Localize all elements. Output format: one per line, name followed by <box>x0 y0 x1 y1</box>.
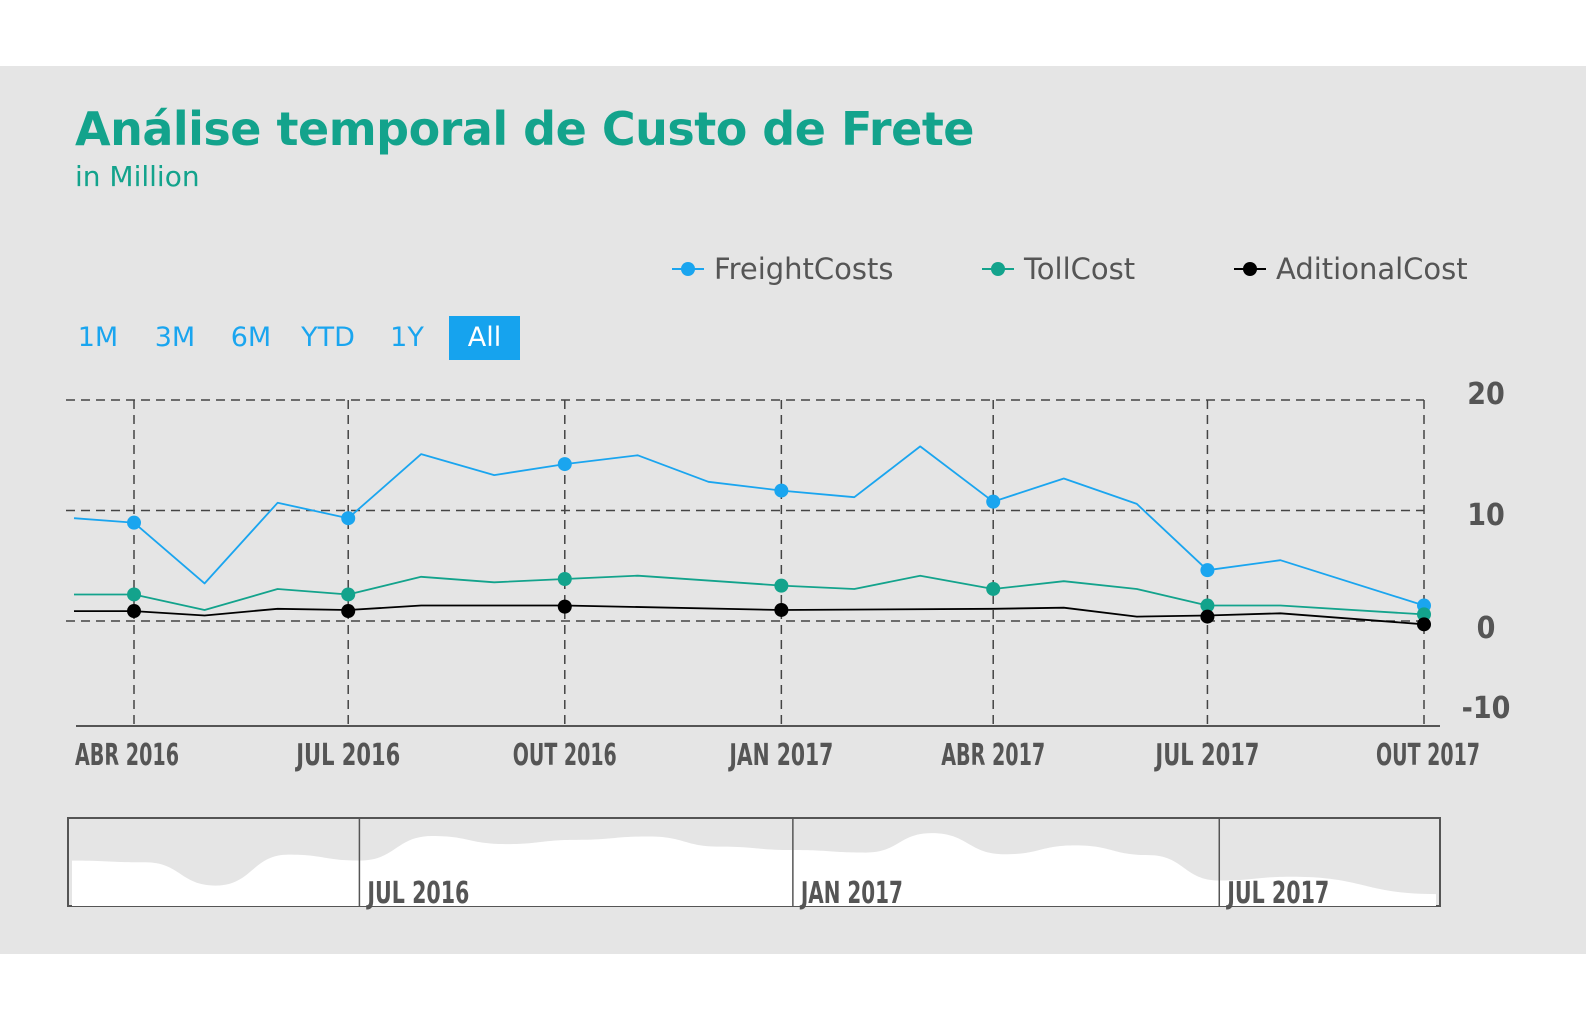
range-button-ytd[interactable]: YTD <box>301 322 355 353</box>
data-point-tollcost <box>341 587 356 602</box>
data-point-tollcost <box>1417 607 1431 622</box>
data-point-freightcosts <box>557 457 572 472</box>
chart-title: Análise temporal de Custo de Frete <box>75 102 975 156</box>
data-point-tollcost <box>557 572 572 587</box>
legend-marker-icon <box>982 262 1014 276</box>
range-button-1m[interactable]: 1M <box>77 322 119 353</box>
data-point-freightcosts <box>127 515 141 530</box>
legend-item-aditionalcost[interactable]: AditionalCost <box>1234 248 1468 290</box>
range-button-3m[interactable]: 3M <box>154 322 196 353</box>
legend-marker-icon <box>1234 262 1266 276</box>
navigator: JUL 2016 JAN 2017 JUL 2017 <box>67 817 1441 911</box>
data-point-freightcosts <box>341 511 356 526</box>
data-point-tollcost <box>127 587 141 602</box>
navigator-area <box>72 833 1436 906</box>
data-point-aditionalcost <box>1200 609 1215 624</box>
data-point-tollcost <box>986 581 1001 596</box>
y-tick-label: -10 <box>1462 691 1511 726</box>
legend-marker-icon <box>672 262 704 276</box>
data-point-aditionalcost <box>557 599 572 614</box>
data-point-aditionalcost <box>774 602 789 617</box>
data-point-tollcost <box>774 578 789 593</box>
x-tick-label: JUL 2016 <box>295 738 401 773</box>
legend-label: AditionalCost <box>1276 252 1468 286</box>
series-line-freightcosts <box>73 445 1425 607</box>
range-button-all[interactable]: All <box>449 316 520 360</box>
data-point-aditionalcost <box>127 604 141 619</box>
y-tick-label: 0 <box>1477 611 1496 646</box>
x-tick-label: JAN 2017 <box>728 738 834 773</box>
navigator-tick-label: JUL 2016 <box>366 876 470 911</box>
data-point-aditionalcost <box>1417 617 1431 632</box>
y-tick-label: 10 <box>1467 498 1505 533</box>
y-tick-label: 20 <box>1467 377 1505 412</box>
data-point-freightcosts <box>986 494 1001 509</box>
x-tick-label: JUL 2017 <box>1154 738 1260 773</box>
legend-label: TollCost <box>1024 252 1136 286</box>
legend-label: FreightCosts <box>714 252 894 286</box>
x-tick-label: OUT 2017 <box>1376 738 1480 773</box>
range-button-1y[interactable]: 1Y <box>390 322 424 353</box>
grid-lines <box>66 399 1425 726</box>
data-point-freightcosts <box>774 483 789 498</box>
data-point-freightcosts <box>1200 563 1215 578</box>
chart-subtitle: in Million <box>75 160 200 193</box>
x-tick-label: OUT 2016 <box>513 738 617 773</box>
x-tick-label: ABR 2017 <box>941 738 1045 773</box>
navigator-tick-label: JAN 2017 <box>799 876 902 911</box>
navigator-tick-label: JUL 2017 <box>1226 876 1330 911</box>
range-button-6m[interactable]: 6M <box>230 322 272 353</box>
series-line-tollcost <box>74 574 1425 616</box>
data-point-tollcost <box>1200 598 1215 613</box>
legend-item-freightcosts[interactable]: FreightCosts <box>672 248 894 290</box>
legend-item-tollcost[interactable]: TollCost <box>982 248 1135 290</box>
x-tick-label: ABR 2016 <box>75 738 179 773</box>
data-point-aditionalcost <box>341 604 356 619</box>
